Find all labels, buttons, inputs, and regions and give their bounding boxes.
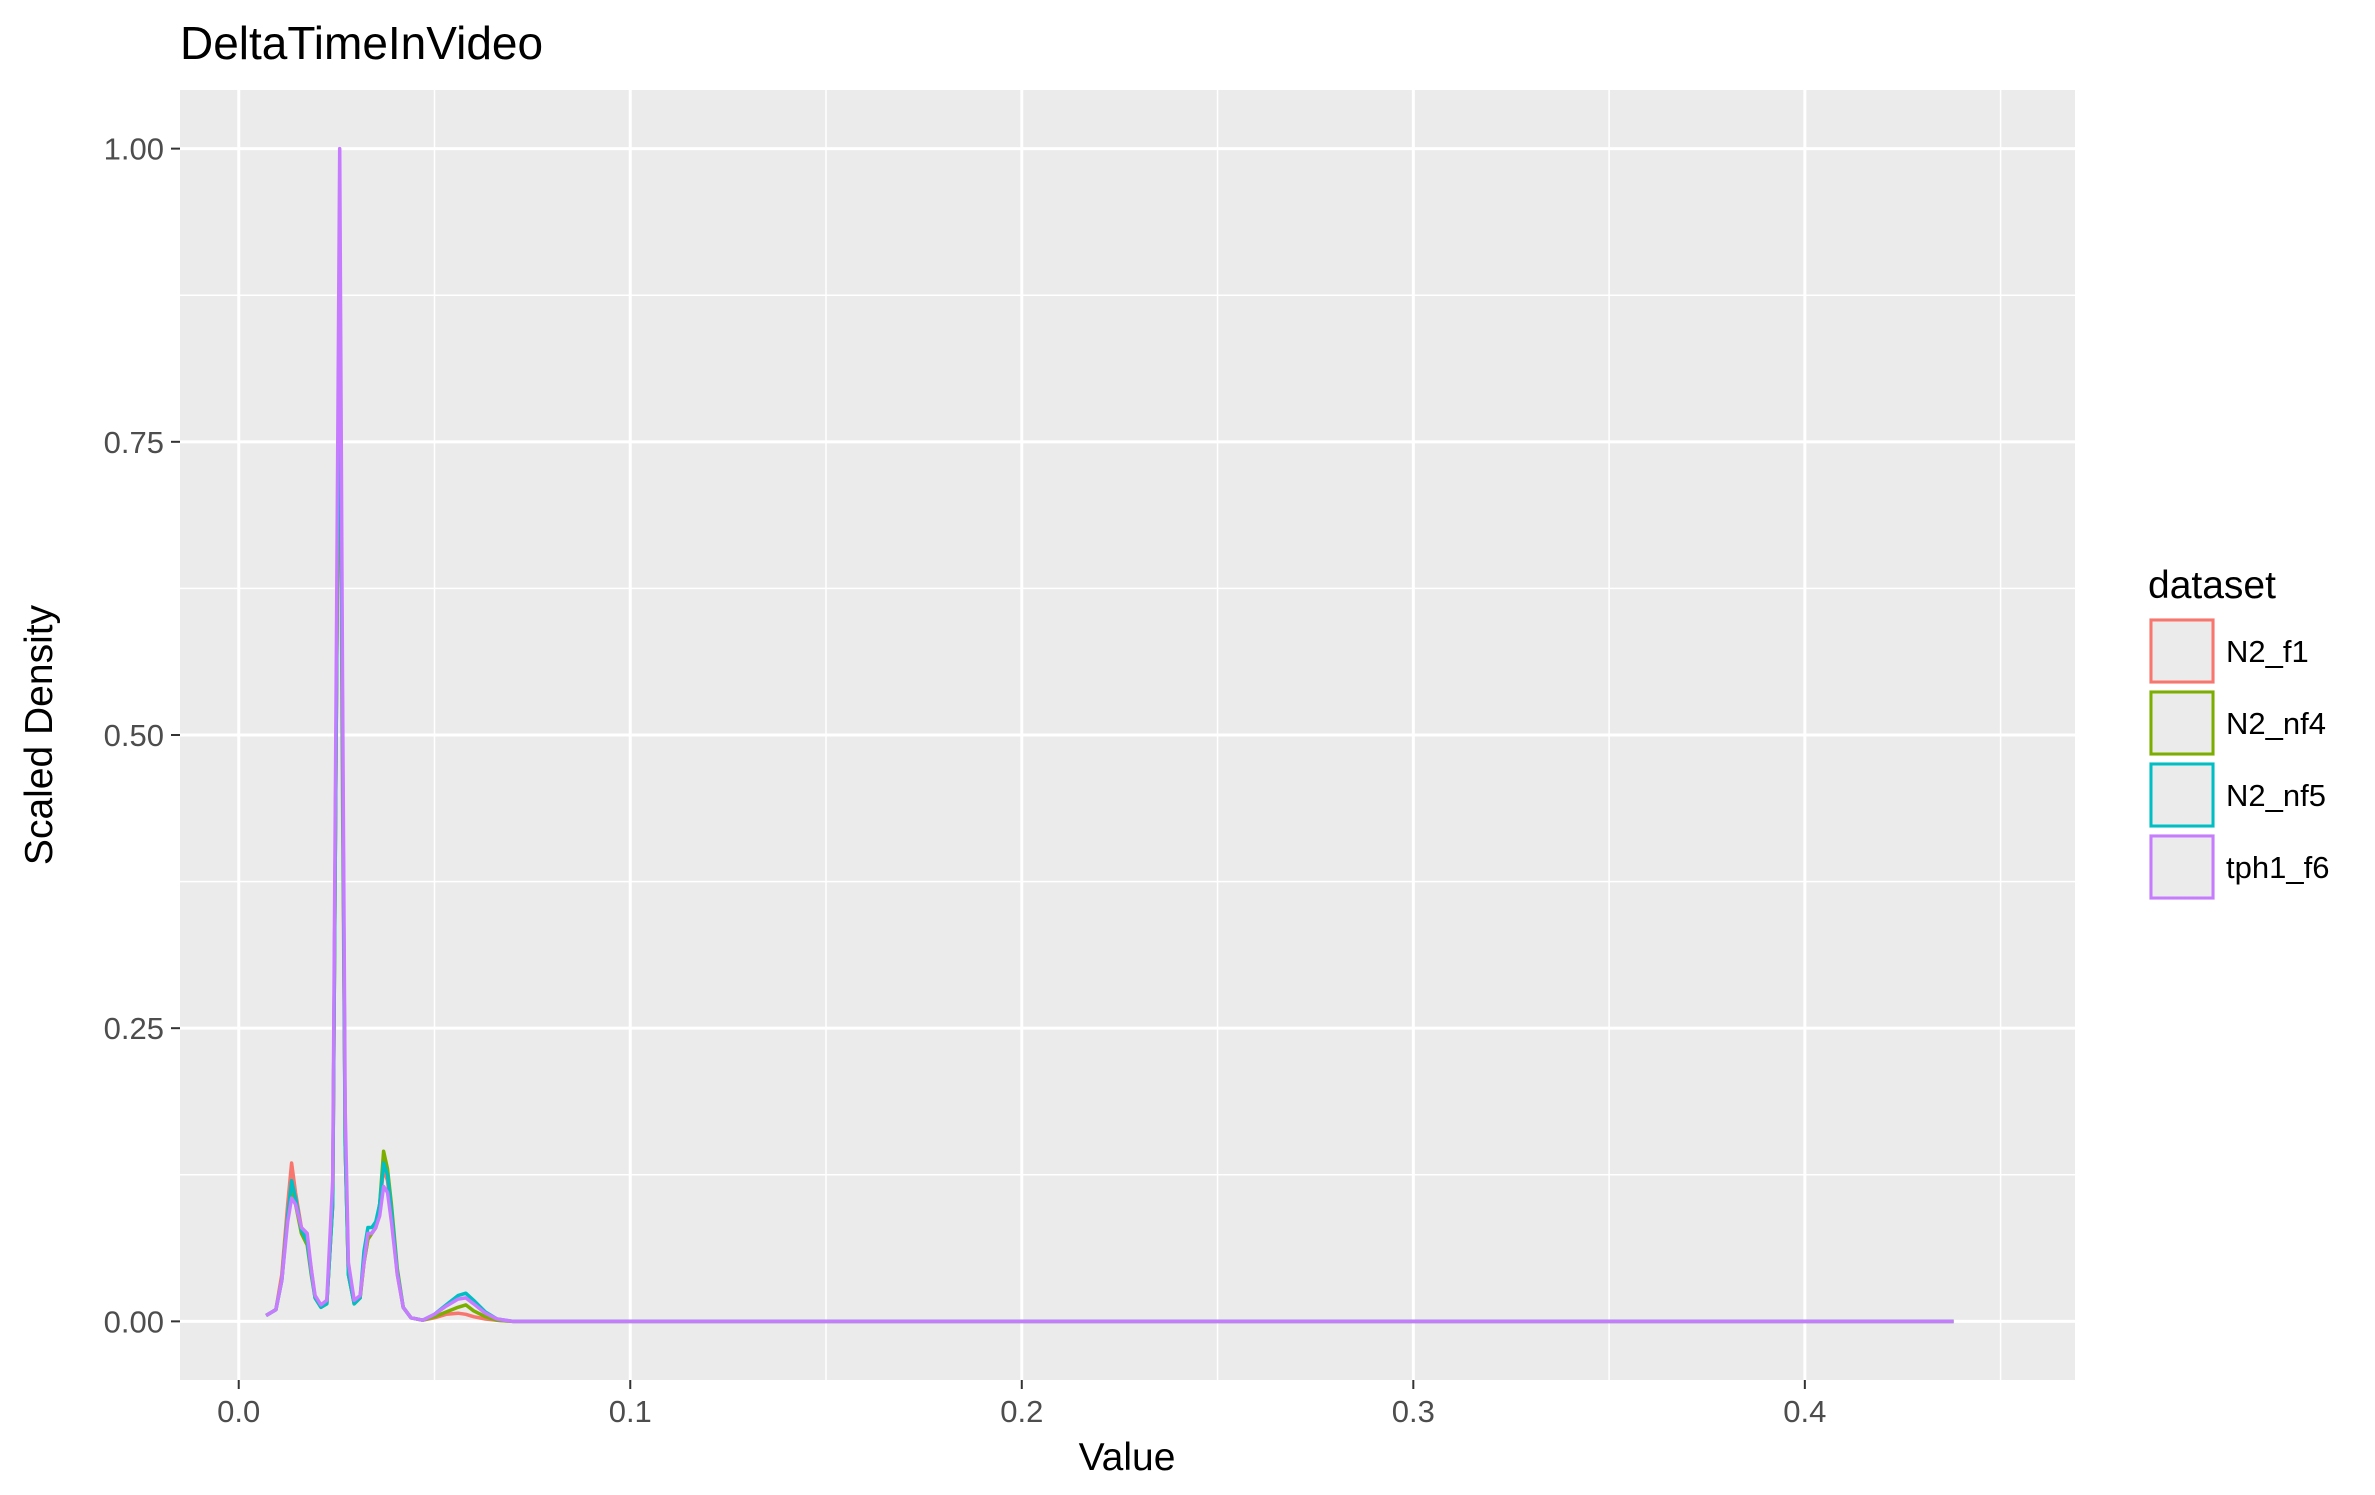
legend-label-0: N2_f1 bbox=[2226, 634, 2309, 669]
series-lines bbox=[265, 146, 1954, 1324]
y-tick-label-1: 0.25 bbox=[104, 1011, 164, 1046]
legend-items: N2_f1 N2_nf4 N2_nf5 tph1_f6 bbox=[2147, 616, 2329, 902]
series-line-tph1_f6 bbox=[265, 146, 1954, 1324]
x-tick-label-1: 0.1 bbox=[609, 1394, 652, 1429]
y-tick-label-3: 0.75 bbox=[104, 425, 164, 460]
x-axis: 0.0 0.1 0.2 0.3 0.4 bbox=[217, 1380, 1826, 1429]
x-tick-label-0: 0.0 bbox=[217, 1394, 260, 1429]
chart-title: DeltaTimeInVideo bbox=[180, 17, 543, 69]
y-axis: 0.00 0.25 0.50 0.75 1.00 bbox=[104, 132, 180, 1339]
y-tick-label-4: 1.00 bbox=[104, 132, 164, 167]
legend: dataset N2_f1 N2_nf4 N2_nf5 tph1_f6 bbox=[2147, 564, 2329, 902]
legend-title: dataset bbox=[2148, 564, 2276, 607]
x-axis-title: Value bbox=[1079, 1436, 1176, 1479]
x-tick-label-4: 0.4 bbox=[1783, 1394, 1826, 1429]
legend-key-0 bbox=[2149, 618, 2215, 684]
x-tick-label-3: 0.3 bbox=[1392, 1394, 1435, 1429]
y-tick-label-2: 0.50 bbox=[104, 718, 164, 753]
legend-key-1 bbox=[2149, 690, 2215, 756]
legend-key-3 bbox=[2149, 834, 2215, 900]
y-axis-title: Scaled Density bbox=[18, 604, 61, 865]
legend-label-1: N2_nf4 bbox=[2226, 706, 2326, 741]
legend-label-3: tph1_f6 bbox=[2226, 850, 2329, 885]
legend-key-2 bbox=[2149, 762, 2215, 828]
y-tick-label-0: 0.00 bbox=[104, 1304, 164, 1339]
legend-label-2: N2_nf5 bbox=[2226, 778, 2326, 813]
x-tick-label-2: 0.2 bbox=[1000, 1394, 1043, 1429]
